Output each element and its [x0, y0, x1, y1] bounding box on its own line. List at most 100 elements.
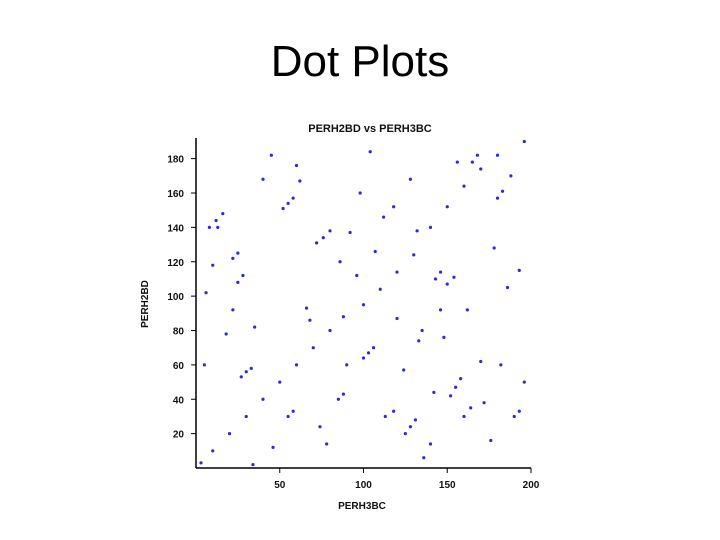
dot-point — [336, 397, 340, 401]
dot-point — [505, 285, 510, 290]
x-tick-label: 200 — [523, 480, 540, 491]
y-tick-label: 180 — [167, 155, 184, 166]
dot-point — [438, 308, 443, 312]
dot-point — [415, 229, 419, 233]
dot-point — [500, 189, 505, 193]
dot-point — [271, 445, 275, 449]
dot-point — [512, 414, 516, 419]
dot-point — [469, 406, 473, 410]
dot-point — [325, 442, 329, 446]
dot-point — [428, 442, 433, 446]
dot-point — [470, 160, 474, 164]
dot-point — [348, 230, 352, 235]
x-tick-label: 150 — [439, 480, 456, 491]
dot-point — [413, 418, 418, 422]
dot-point — [199, 461, 203, 465]
dot-point — [216, 225, 220, 229]
dot-point — [442, 335, 446, 339]
dot-point — [495, 153, 500, 157]
y-tick-label: 120 — [167, 258, 184, 269]
dot-point — [432, 390, 436, 394]
dot-point — [517, 409, 521, 413]
dot-series — [199, 139, 526, 467]
dot-point — [408, 425, 412, 429]
dot-point — [204, 291, 208, 295]
dot-point — [236, 280, 240, 284]
dot-point — [422, 456, 426, 460]
dot-point — [454, 385, 458, 389]
dot-point — [298, 179, 302, 183]
dot-point — [475, 153, 479, 157]
dot-point — [253, 325, 257, 329]
dot-point — [239, 375, 243, 379]
dot-point — [420, 328, 424, 333]
dot-point — [408, 177, 412, 181]
dot-point — [244, 414, 248, 419]
dot-point — [517, 268, 521, 272]
dot-point — [269, 153, 273, 157]
dot-point — [291, 196, 295, 200]
axes: 50 100 150 200 20 40 60 80 100 120 140 160 180 — [167, 138, 540, 491]
dot-point — [231, 308, 235, 312]
dot-point — [211, 263, 215, 267]
y-tick-label: 20 — [173, 430, 185, 441]
dot-point — [341, 315, 345, 319]
dot-point — [382, 215, 386, 219]
x-tick-label: 100 — [355, 480, 372, 491]
dot-point — [492, 246, 496, 250]
dot-point — [308, 318, 312, 322]
dot-point — [417, 339, 421, 343]
dot-point — [261, 177, 265, 181]
dot-point — [459, 377, 463, 381]
dot-point — [236, 251, 240, 255]
dot-point — [402, 368, 406, 372]
dot-point — [244, 370, 248, 374]
dot-point — [445, 205, 449, 209]
y-tick-label: 80 — [173, 327, 185, 338]
dot-point — [341, 392, 345, 396]
dot-point — [294, 163, 299, 168]
slide-title: Dot Plots — [270, 37, 450, 86]
dot-point — [465, 308, 469, 312]
y-tick-label: 140 — [167, 223, 184, 234]
dot-point — [368, 150, 372, 154]
dot-point — [509, 174, 513, 178]
dot-point — [395, 316, 399, 321]
dot-point — [214, 218, 218, 223]
dot-point — [479, 167, 483, 171]
dot-point — [286, 201, 290, 205]
dot-point — [338, 260, 342, 264]
dot-point — [522, 380, 526, 384]
dot-point — [522, 139, 526, 144]
dot-point — [207, 225, 211, 229]
dot-point — [321, 236, 325, 240]
y-tick-label: 100 — [167, 292, 184, 303]
dot-point — [294, 363, 299, 367]
y-tick-label: 60 — [173, 361, 185, 372]
dot-point — [311, 346, 315, 350]
dot-point — [241, 273, 245, 278]
dot-point — [281, 206, 285, 211]
dot-point — [482, 401, 486, 405]
dot-point — [221, 212, 225, 216]
dot-point — [328, 229, 332, 233]
dot-point — [318, 425, 322, 429]
dot-point — [366, 351, 371, 355]
dot-point — [433, 277, 438, 281]
dot-point — [462, 414, 466, 419]
dot-point — [227, 432, 232, 436]
y-tick-label: 40 — [173, 395, 185, 406]
dot-point — [455, 160, 459, 164]
dot-point — [202, 363, 206, 367]
dot-point — [392, 205, 396, 209]
dot-point — [403, 432, 407, 436]
dot-point — [249, 366, 253, 370]
x-axis-label: PERH3BC — [338, 501, 386, 512]
dot-point — [361, 303, 366, 307]
dot-point — [392, 409, 396, 413]
dot-point — [231, 256, 235, 260]
y-axis-label: PERH2BD — [140, 280, 151, 328]
dot-point — [304, 306, 309, 310]
dot-point — [412, 253, 416, 257]
